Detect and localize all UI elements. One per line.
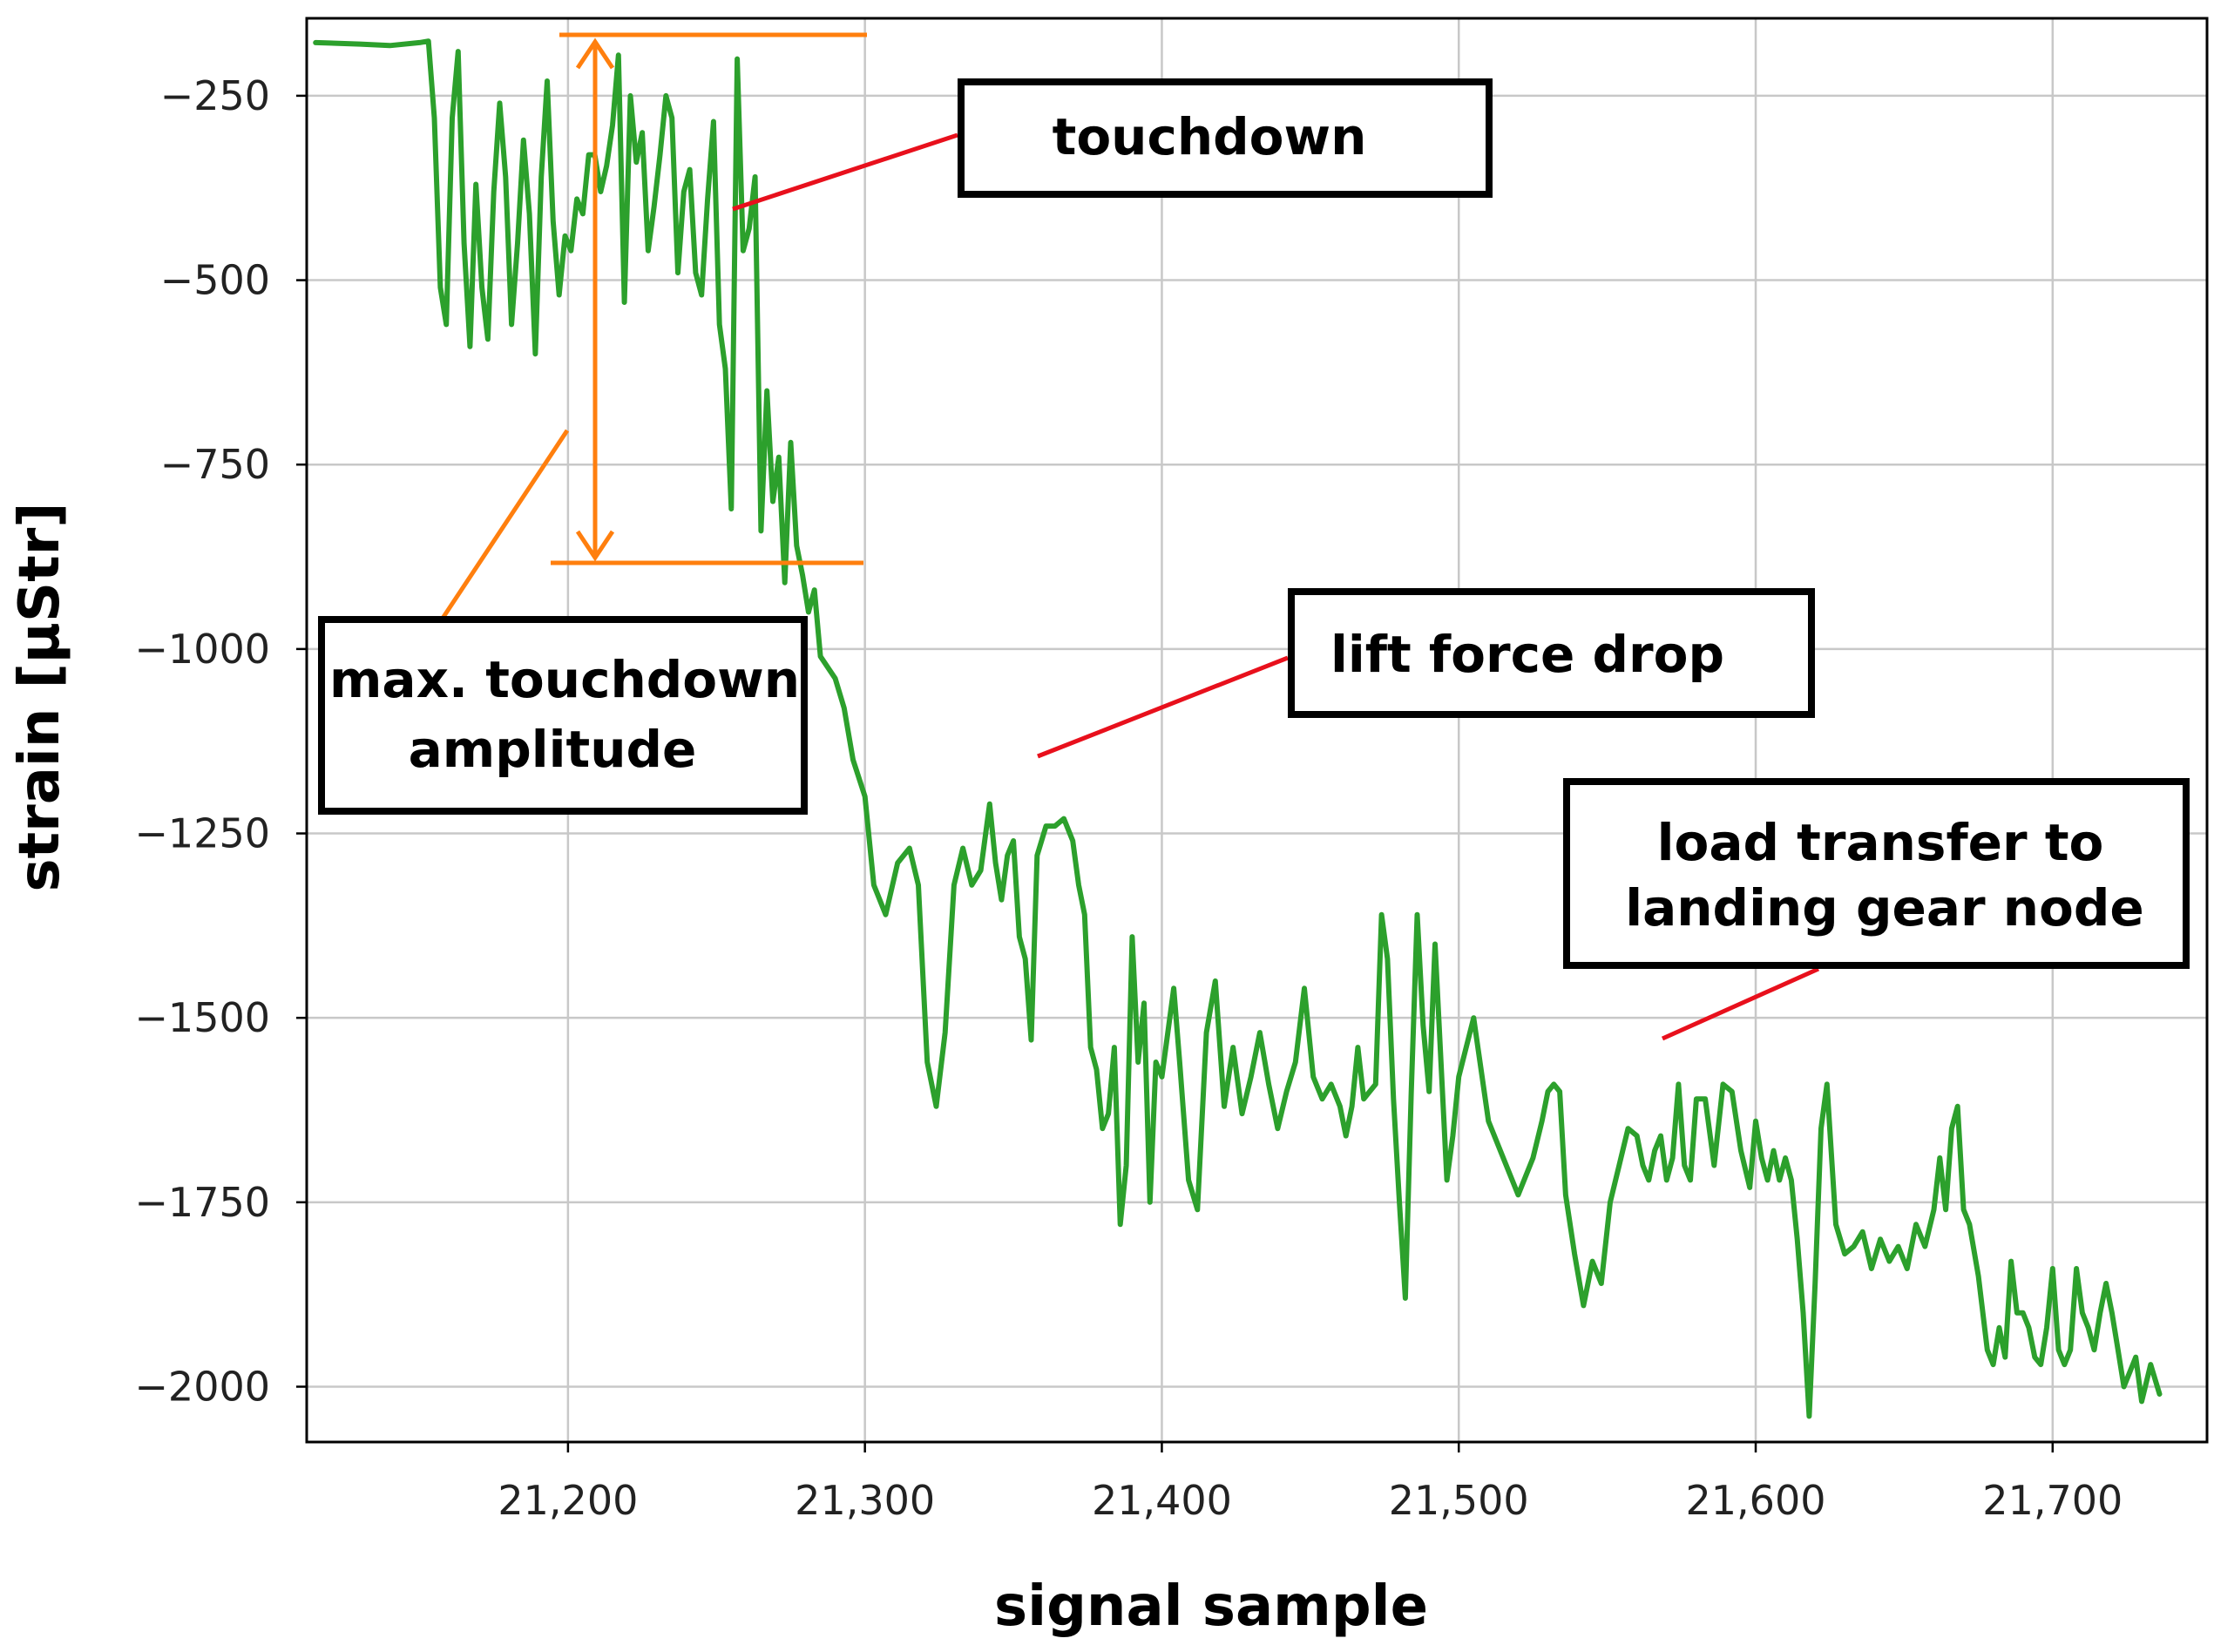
touchdown-box <box>958 78 1493 198</box>
load-transfer-callout: load transfer to landing gear node <box>1563 778 2190 969</box>
x-tick-label: 21,700 <box>1982 1477 2123 1524</box>
y-tick-label: −250 <box>160 72 270 119</box>
max-amplitude-label-line1: max. touchdown <box>329 650 800 709</box>
lift-force-drop-pointer-line <box>1037 655 1289 759</box>
lift-force-drop-label: lift force drop <box>1330 625 1724 684</box>
y-axis-title: strain [µStr] <box>8 502 72 891</box>
x-tick-label: 21,600 <box>1686 1477 1826 1524</box>
lift-force-drop-box <box>1288 588 1815 718</box>
x-tick-label: 21,300 <box>795 1477 935 1524</box>
y-tick-label: −1000 <box>134 626 270 673</box>
touchdown-callout: touchdown <box>958 78 1493 198</box>
lift-force-drop-callout: lift force drop <box>1288 588 1815 718</box>
touchdown-label: touchdown <box>1053 107 1367 166</box>
strain-series-line <box>313 38 2163 1419</box>
x-tick-label: 21,500 <box>1389 1477 1529 1524</box>
load-transfer-label-line2: landing gear node <box>1625 878 2144 938</box>
plot-frame <box>305 17 2209 1444</box>
series-layer <box>313 38 2163 1419</box>
touchdown-pointer-line <box>732 132 958 212</box>
load-transfer-box <box>1563 778 2190 969</box>
max-amplitude-box <box>318 616 808 815</box>
y-tick-label: −1250 <box>134 810 270 857</box>
y-tick-label: −2000 <box>134 1364 270 1411</box>
max-amplitude-pointer-line <box>439 429 570 621</box>
max-amplitude-arrow-head-down <box>575 530 615 562</box>
tick-layer: 21,200 21,300 21,400 21,500 21,600 21,700 −250… <box>134 72 2123 1524</box>
load-transfer-label-line1: load transfer to <box>1657 813 2104 872</box>
y-tick-label: −1750 <box>134 1179 270 1226</box>
max-amplitude-label-line2: amplitude <box>409 720 697 779</box>
x-tick-label: 21,400 <box>1092 1477 1232 1524</box>
y-tick-label: −500 <box>160 257 270 304</box>
load-transfer-pointer-line <box>1661 966 1820 1041</box>
max-amplitude-arrow-head-up <box>575 37 615 70</box>
y-tick-label: −1500 <box>134 994 270 1041</box>
max-amplitude-callout: max. touchdown amplitude <box>318 616 808 815</box>
x-tick-label: 21,200 <box>498 1477 638 1524</box>
y-tick-label: −750 <box>160 441 270 488</box>
annotation-lines <box>439 32 1820 1041</box>
x-axis-title: signal sample <box>994 1574 1428 1639</box>
